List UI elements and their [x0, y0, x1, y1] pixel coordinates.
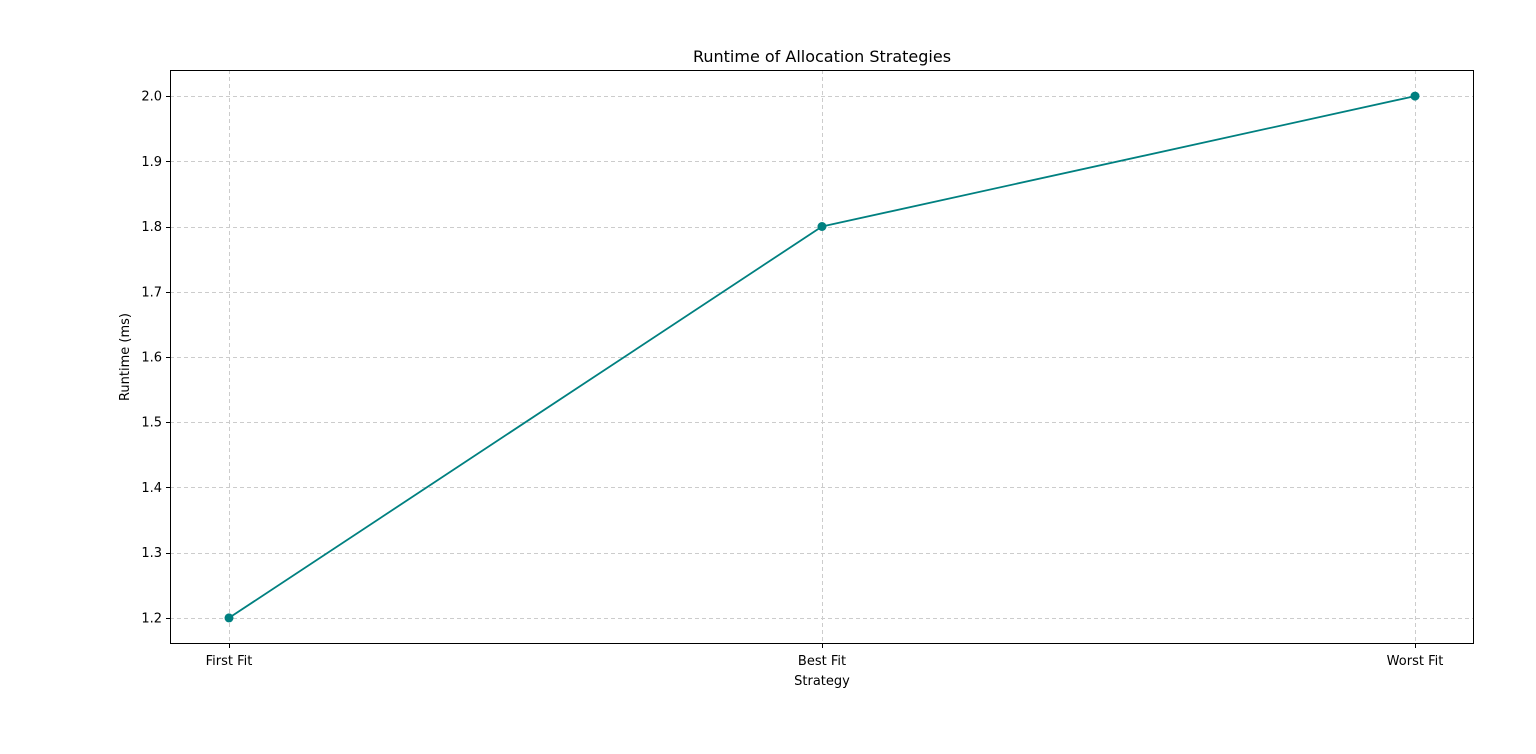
- x-tick-label: First Fit: [206, 654, 253, 669]
- y-tick-label: 1.9: [141, 155, 162, 170]
- y-axis-label: Runtime (ms): [118, 313, 133, 401]
- y-tick-label: 1.5: [141, 416, 162, 431]
- x-tick-label: Best Fit: [798, 654, 846, 669]
- y-tick-label: 1.4: [141, 481, 162, 496]
- x-tick-label: Worst Fit: [1387, 654, 1444, 669]
- y-tick-label: 1.7: [141, 285, 162, 300]
- series: [224, 91, 1420, 623]
- chart-title: Runtime of Allocation Strategies: [693, 47, 951, 66]
- x-axis-label: Strategy: [794, 674, 850, 689]
- data-point: [817, 222, 827, 231]
- axis-ticks: First Fit Best Fit Worst Fit 1.2 1.3 1.4 1.5 1.…: [141, 90, 1443, 669]
- y-tick-label: 1.2: [141, 611, 162, 626]
- y-tick-label: 2.0: [141, 90, 162, 105]
- y-tick-label: 1.6: [141, 351, 162, 366]
- data-point: [1410, 91, 1420, 101]
- data-point: [224, 613, 234, 623]
- y-tick-label: 1.8: [141, 220, 162, 235]
- plot-area-frame: [170, 70, 1474, 644]
- y-tick-label: 1.3: [141, 546, 162, 561]
